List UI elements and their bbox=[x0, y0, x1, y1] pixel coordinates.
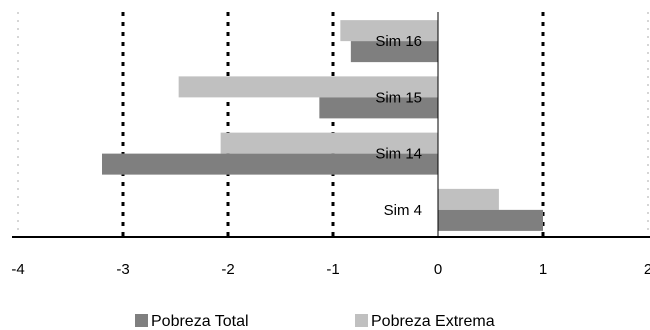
category-label: Sim 14 bbox=[375, 146, 422, 163]
bars bbox=[102, 20, 543, 231]
bar-pobreza-total bbox=[319, 97, 438, 119]
legend-label: Pobreza Total bbox=[151, 313, 249, 330]
bar-pobreza-extrema bbox=[438, 188, 499, 210]
bar-pobreza-extrema bbox=[178, 76, 438, 98]
x-tick-label: -4 bbox=[11, 261, 24, 278]
legend-label: Pobreza Extrema bbox=[371, 313, 495, 330]
legend-swatch bbox=[355, 314, 368, 327]
x-tick-label: -1 bbox=[326, 261, 339, 278]
x-tick-label: -2 bbox=[221, 261, 234, 278]
x-tick-label: 1 bbox=[539, 261, 547, 278]
category-label: Sim 16 bbox=[375, 33, 422, 50]
category-labels: Sim 16 Sim 15 Sim 14 Sim 4 bbox=[375, 33, 422, 219]
x-tick-label: 0 bbox=[434, 261, 442, 278]
bar-pobreza-total bbox=[102, 153, 438, 175]
bar-pobreza-extrema bbox=[220, 132, 438, 154]
legend-swatch bbox=[135, 314, 148, 327]
bar-pobreza-total bbox=[438, 209, 543, 231]
grid-lines bbox=[17, 12, 649, 237]
x-tick-label: 2 bbox=[644, 261, 650, 278]
bar-pobreza-total bbox=[350, 41, 438, 63]
category-label: Sim 15 bbox=[375, 89, 422, 106]
x-tick-labels: -4 -3 -2 -1 0 1 2 bbox=[11, 261, 650, 278]
category-label: Sim 4 bbox=[384, 202, 422, 219]
legend: Pobreza Total Pobreza Extrema bbox=[135, 313, 495, 330]
x-tick-label: -3 bbox=[116, 261, 129, 278]
bar-pobreza-extrema bbox=[340, 20, 438, 42]
